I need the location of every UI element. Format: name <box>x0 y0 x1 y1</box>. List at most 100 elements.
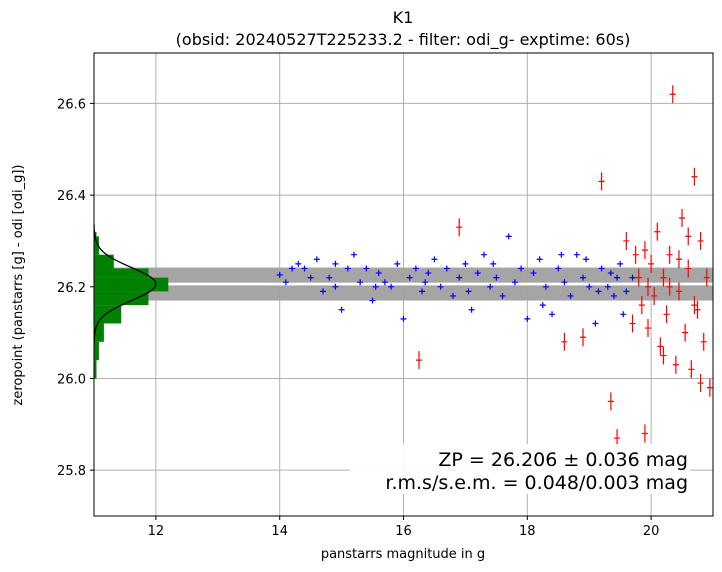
used-star-point <box>381 279 388 286</box>
rejected-star-point <box>415 351 422 370</box>
used-star-point <box>536 256 543 263</box>
y-tick-label: 26.6 <box>57 97 86 112</box>
rejected-star-point <box>657 337 664 356</box>
used-star-point <box>301 265 308 272</box>
used-star-point <box>338 306 345 313</box>
used-star-point <box>555 265 562 272</box>
zeropoint-annotation: ZP = 26.206 ± 0.036 mag r.m.s/s.e.m. = 0… <box>350 444 690 494</box>
used-star-point <box>332 283 339 290</box>
used-star-point <box>307 274 314 281</box>
used-star-point <box>406 274 413 281</box>
used-star-point <box>598 265 605 272</box>
used-star-point <box>614 274 621 281</box>
rejected-star-point <box>635 268 642 287</box>
rejected-star-point <box>629 314 636 333</box>
histogram-bar <box>94 236 99 255</box>
used-star-point <box>276 271 283 278</box>
used-star-point <box>558 251 565 258</box>
used-star-point <box>592 320 599 327</box>
used-star-point <box>375 270 382 277</box>
used-star-point <box>620 311 627 318</box>
rejected-star-point <box>641 424 648 443</box>
used-star-point <box>573 251 580 258</box>
rejected-star-point <box>703 268 710 287</box>
y-axis-label: zeropoint (panstarrs [g] - odi [odi_g]) <box>11 165 26 406</box>
used-star-point <box>567 292 574 299</box>
histogram-bar <box>94 254 114 269</box>
rejected-star-point <box>694 300 701 319</box>
used-star-point <box>369 297 376 304</box>
used-star-point <box>357 279 364 286</box>
rejected-star-point <box>580 328 587 347</box>
used-star-point <box>388 283 395 290</box>
used-star-point <box>419 288 426 295</box>
annotation-box <box>350 444 690 494</box>
used-star-point <box>320 288 327 295</box>
used-star-point <box>607 270 614 277</box>
used-star-point <box>465 288 472 295</box>
rejected-star-point <box>682 323 689 342</box>
used-star-point <box>326 274 333 281</box>
used-star-point <box>511 279 518 286</box>
rejected-star-point <box>691 167 698 186</box>
plot-area <box>90 52 714 520</box>
x-tick-label: 20 <box>643 524 660 539</box>
used-star-point <box>524 315 531 322</box>
used-star-point <box>604 283 611 290</box>
used-star-point <box>450 292 457 299</box>
rejected-star-point <box>666 245 673 264</box>
rejected-star-point <box>679 209 686 228</box>
used-star-point <box>400 315 407 322</box>
rejected-star-point <box>632 245 639 264</box>
rejected-star-point <box>691 296 698 315</box>
used-star-point <box>561 279 568 286</box>
used-star-point <box>282 279 289 286</box>
gaussian-fit-curve <box>94 224 157 344</box>
rejected-star-point <box>645 319 652 338</box>
used-star-point <box>518 265 525 272</box>
used-star-point <box>580 274 587 281</box>
rejected-star-point <box>641 241 648 260</box>
y-tick-label: 26.2 <box>57 281 86 296</box>
rejected-star-point <box>669 85 676 104</box>
used-star-point <box>431 256 438 263</box>
rejected-star-point <box>666 277 673 296</box>
used-star-point <box>456 274 463 281</box>
rejected-star-point <box>660 346 667 365</box>
y-tick-label: 26.0 <box>57 372 86 387</box>
rejected-star-point <box>675 282 682 301</box>
used-star-point <box>443 265 450 272</box>
rejected-star-point <box>561 332 568 351</box>
used-star-point <box>586 283 593 290</box>
rejected-star-point <box>648 254 655 273</box>
chart-title: K1 <box>393 8 414 27</box>
used-star-point <box>549 311 556 318</box>
used-star-point <box>595 288 602 295</box>
used-star-point <box>412 265 419 272</box>
used-star-point <box>332 260 339 267</box>
x-tick-label: 18 <box>519 524 536 539</box>
used-star-point <box>629 274 636 281</box>
zeropoint-line <box>94 282 713 286</box>
used-star-point <box>493 274 500 281</box>
used-star-point <box>425 270 432 277</box>
rejected-star-point <box>651 286 658 305</box>
rejected-star-point <box>607 392 614 411</box>
rejected-star-point <box>700 332 707 351</box>
used-star-point <box>583 256 590 263</box>
x-tick-label: 16 <box>395 524 412 539</box>
used-star-point <box>313 256 320 263</box>
used-star-point <box>468 306 475 313</box>
used-star-point <box>372 283 379 290</box>
rejected-star-point <box>688 360 695 379</box>
rejected-star-point <box>638 296 645 315</box>
used-star-point <box>490 260 497 267</box>
rejected-star-point <box>697 374 704 393</box>
rejected-star-point <box>623 231 630 250</box>
rejected-star-point <box>663 305 670 324</box>
rejected-star-point <box>675 250 682 269</box>
y-tick-label: 25.8 <box>57 464 86 479</box>
zeropoint-value-label: ZP = 26.206 ± 0.036 mag <box>438 449 688 471</box>
used-star-point <box>480 251 487 258</box>
rejected-star-point <box>672 355 679 374</box>
